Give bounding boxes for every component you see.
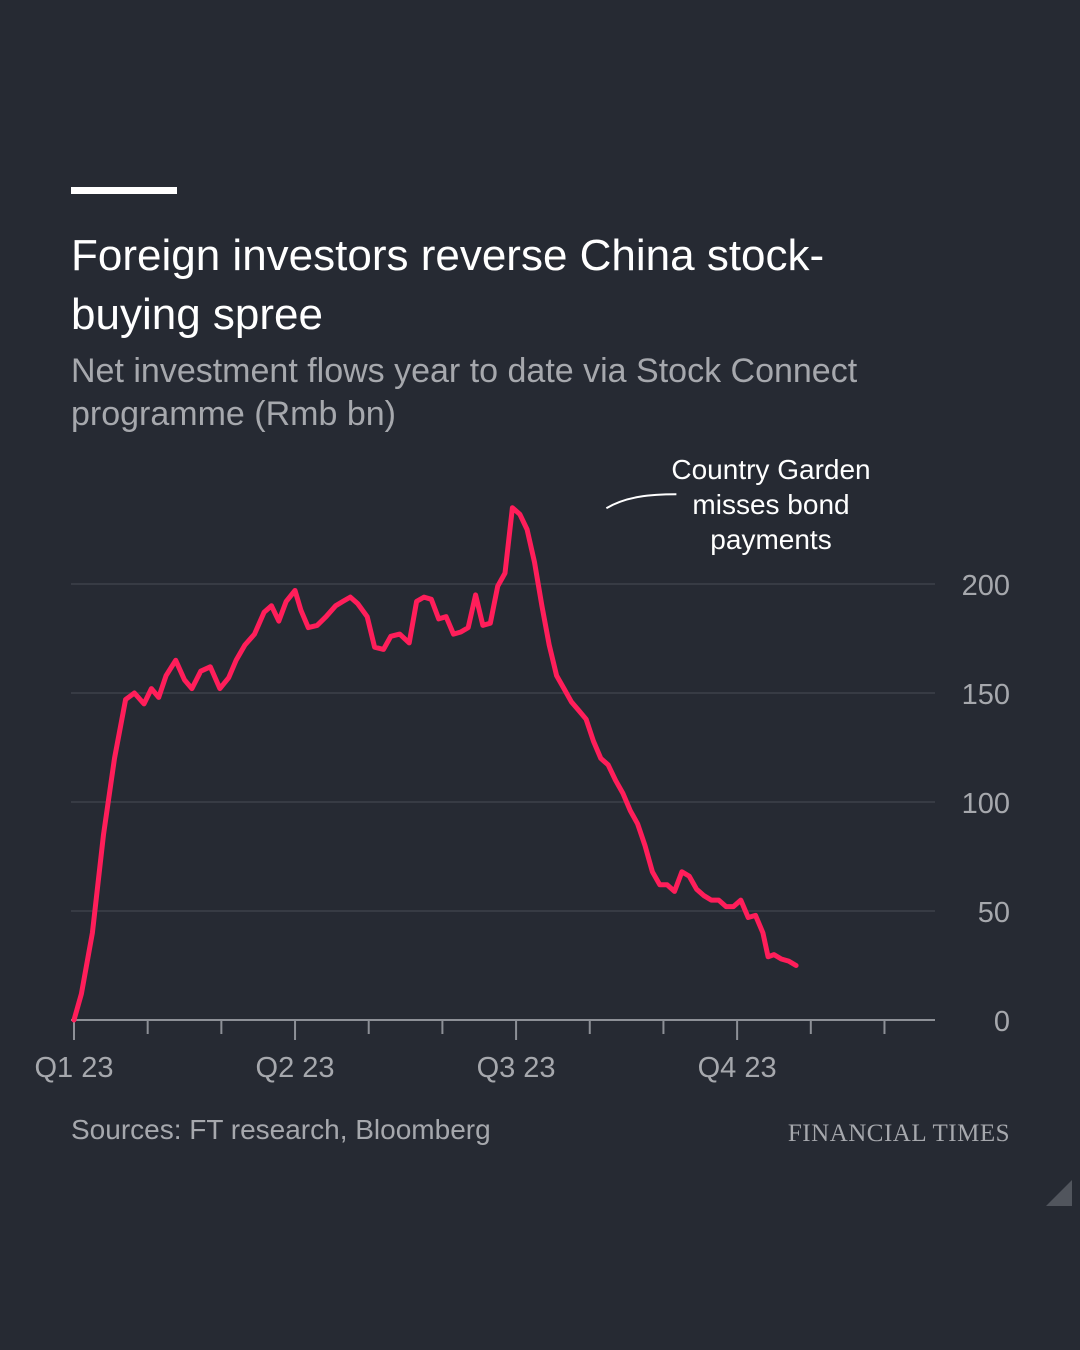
chart-subtitle: Net investment flows year to date via St… xyxy=(71,352,858,433)
source-note: Sources: FT research, Bloomberg xyxy=(71,1114,491,1145)
x-tick-label: Q2 23 xyxy=(256,1052,335,1084)
corner-mark xyxy=(1046,1180,1072,1206)
grid-layer xyxy=(71,583,935,1021)
annotation-text: misses bond xyxy=(692,489,849,520)
annotation-leader xyxy=(605,493,677,510)
brand-logo: FINANCIAL TIMES xyxy=(787,1120,1010,1147)
x-tick-label: Q4 23 xyxy=(698,1052,777,1084)
axis-layer: 0 50 100 150 200 Q1 23 Q2 23 Q3 23 Q4 23 xyxy=(35,570,1011,1084)
top-rule xyxy=(71,187,177,194)
annotation-layer: Country Garden misses bond payments xyxy=(605,454,871,555)
y-tick-label: 150 xyxy=(962,679,1010,711)
x-tick-label: Q3 23 xyxy=(477,1052,556,1084)
series-line xyxy=(71,505,799,1023)
annotation-text: payments xyxy=(710,524,831,555)
y-tick-label: 100 xyxy=(962,788,1010,820)
line-layer xyxy=(71,505,799,1023)
chart-title: Foreign investors reverse China stock-bu… xyxy=(71,231,825,339)
y-tick-label: 0 xyxy=(994,1006,1010,1038)
annotation-text: Country Garden xyxy=(671,454,870,485)
y-tick-label: 200 xyxy=(962,570,1010,602)
y-tick-label: 50 xyxy=(978,897,1010,929)
x-tick-label: Q1 23 xyxy=(35,1052,114,1084)
